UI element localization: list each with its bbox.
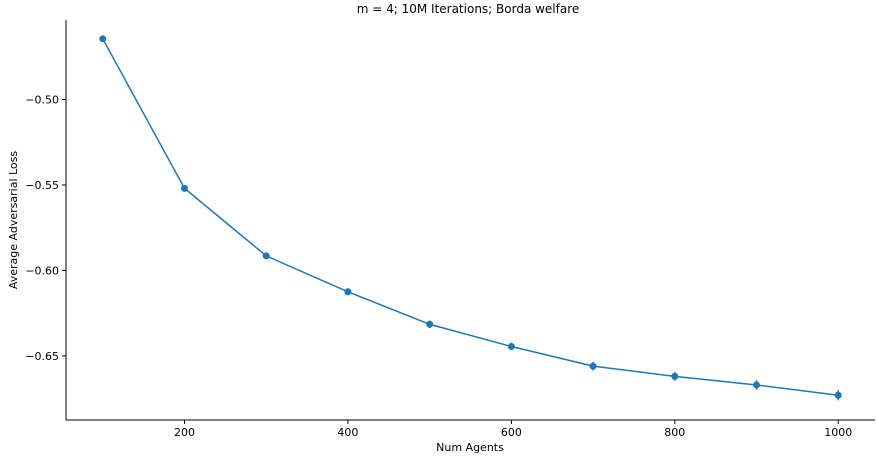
x-tick-label: 200	[174, 426, 195, 439]
y-tick-label: −0.60	[25, 264, 59, 277]
y-tick-label: −0.65	[25, 350, 59, 363]
data-point	[180, 184, 188, 192]
data-point	[671, 372, 679, 380]
series-line	[102, 38, 839, 396]
y-axis-label: Average Adversarial Loss	[7, 151, 20, 290]
data-point	[344, 288, 352, 296]
y-axis: −0.50 −0.55 −0.60 −0.65	[25, 93, 66, 363]
data-point	[99, 35, 107, 43]
data-point	[589, 362, 597, 370]
x-tick-label: 600	[501, 426, 522, 439]
data-point	[834, 391, 842, 399]
plot-area	[65, 20, 875, 421]
data-point	[426, 320, 434, 328]
chart-title: m = 4; 10M Iterations; Borda welfare	[357, 2, 580, 16]
x-tick-label: 800	[664, 426, 685, 439]
data-point	[753, 381, 761, 389]
x-axis-label: Num Agents	[436, 441, 504, 454]
x-axis: 200 400 600 800 1000	[174, 420, 852, 439]
y-tick-label: −0.55	[25, 179, 59, 192]
data-point	[507, 342, 515, 350]
x-tick-label: 1000	[824, 426, 852, 439]
x-tick-label: 400	[337, 426, 358, 439]
y-tick-label: −0.50	[25, 93, 59, 106]
data-point	[262, 252, 270, 260]
